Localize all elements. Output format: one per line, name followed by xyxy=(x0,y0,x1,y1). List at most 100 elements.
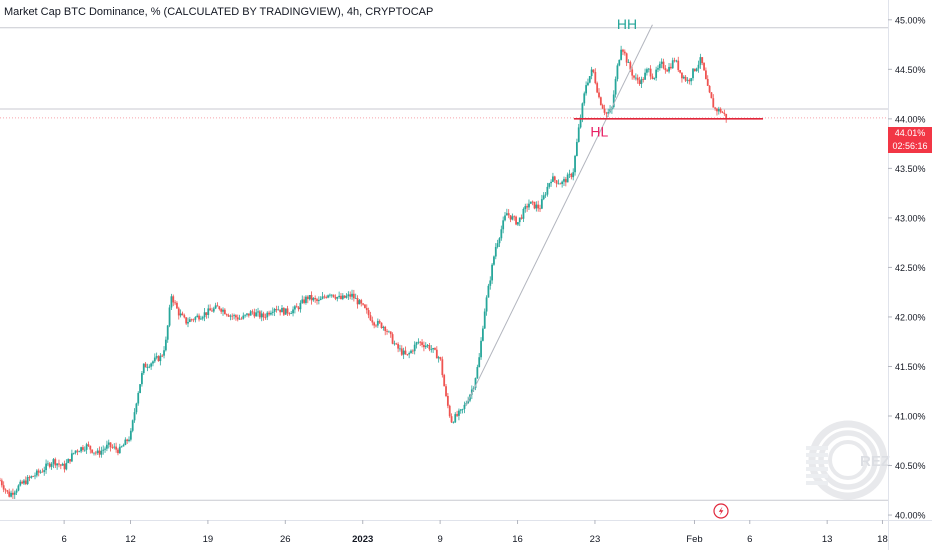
candle-body xyxy=(579,118,582,128)
candle-body xyxy=(504,215,506,221)
candle-body xyxy=(199,318,202,320)
candle-body xyxy=(341,295,344,299)
candle-body xyxy=(480,340,482,358)
candle-body xyxy=(651,76,654,79)
candle-body xyxy=(332,294,335,297)
candle-body xyxy=(225,314,228,316)
candle-body xyxy=(12,492,14,495)
candle-body xyxy=(583,93,586,104)
watermark-bar xyxy=(806,467,828,471)
candle-body xyxy=(421,342,423,345)
candle-body xyxy=(520,217,523,219)
candle-body xyxy=(485,297,488,312)
candle-body xyxy=(54,459,57,466)
candle-body xyxy=(529,201,532,204)
candle-body xyxy=(714,107,717,109)
candle-body xyxy=(37,470,40,473)
candle-body xyxy=(273,308,276,312)
candle-body xyxy=(220,309,223,312)
candle-body xyxy=(703,63,705,71)
candle-body xyxy=(78,451,81,453)
candle-body xyxy=(439,357,442,360)
candle-body xyxy=(596,83,599,93)
candle-body xyxy=(236,317,239,320)
candle-body xyxy=(133,412,136,421)
candle-body xyxy=(640,79,643,85)
candle-body xyxy=(174,302,176,304)
candle-body xyxy=(636,77,639,81)
candle-body xyxy=(279,309,282,313)
candle-body xyxy=(494,246,497,257)
candle-body xyxy=(229,315,232,317)
candle-body xyxy=(10,492,12,497)
candle-body xyxy=(489,280,492,286)
watermark-bar xyxy=(806,446,828,450)
watermark-bar xyxy=(806,481,828,485)
candle-body xyxy=(664,68,667,71)
y-tick-label: 42.50% xyxy=(895,263,926,273)
x-tick-label: 26 xyxy=(280,534,291,545)
drawings: HH HL xyxy=(465,16,764,519)
candle-body xyxy=(476,367,479,379)
candle-body xyxy=(481,328,484,341)
candle-body xyxy=(511,216,514,220)
watermark-bar xyxy=(806,474,828,478)
candle-body xyxy=(275,308,278,310)
candle-body xyxy=(306,296,309,300)
candle-body xyxy=(450,416,453,423)
candle-body xyxy=(266,312,269,318)
candle-body xyxy=(303,299,306,303)
candle-body xyxy=(533,201,536,209)
candle-body xyxy=(146,366,149,368)
candle-body xyxy=(483,311,486,329)
candle-body xyxy=(631,69,634,76)
candle-body xyxy=(686,79,689,81)
candle-body xyxy=(188,319,191,322)
candle-body xyxy=(89,445,92,450)
candle-body xyxy=(142,363,145,374)
candle-body xyxy=(6,490,9,492)
candle-body xyxy=(710,92,713,99)
candle-body xyxy=(297,307,300,310)
candle-body xyxy=(406,354,409,355)
candle-body xyxy=(362,303,364,305)
candle-body xyxy=(218,306,221,310)
y-tick-label: 45.00% xyxy=(895,15,926,25)
candle-body xyxy=(0,480,1,482)
candle-body xyxy=(535,204,538,209)
candle-body xyxy=(601,105,604,109)
candle-body xyxy=(91,449,94,453)
candle-body xyxy=(627,62,630,64)
candle-body xyxy=(270,312,272,315)
candle-body xyxy=(35,470,38,476)
candle-body xyxy=(352,293,355,299)
x-tick-label: 9 xyxy=(437,534,442,545)
candle-body xyxy=(141,373,143,385)
candle-body xyxy=(240,318,243,320)
candle-body xyxy=(358,300,361,305)
candle-body xyxy=(435,349,438,359)
candle-body xyxy=(50,463,53,467)
candle-body xyxy=(258,311,261,318)
candle-body xyxy=(21,481,24,484)
candle-body xyxy=(308,295,311,300)
candle-body xyxy=(458,410,460,416)
candle-body xyxy=(231,315,234,317)
candle-body xyxy=(277,309,280,311)
candle-body xyxy=(505,213,508,216)
candle-body xyxy=(253,312,256,317)
candle-body xyxy=(620,49,623,60)
y-tick-label: 43.50% xyxy=(895,164,926,174)
candle-body xyxy=(201,317,204,319)
candle-body xyxy=(402,350,405,355)
candle-body xyxy=(675,60,678,62)
candle-body xyxy=(688,79,691,82)
candle-body xyxy=(574,155,576,173)
candle-body xyxy=(430,349,433,351)
candle-body xyxy=(312,297,315,301)
candle-body xyxy=(56,463,59,466)
candle-body xyxy=(194,317,197,320)
candle-body xyxy=(59,464,62,466)
